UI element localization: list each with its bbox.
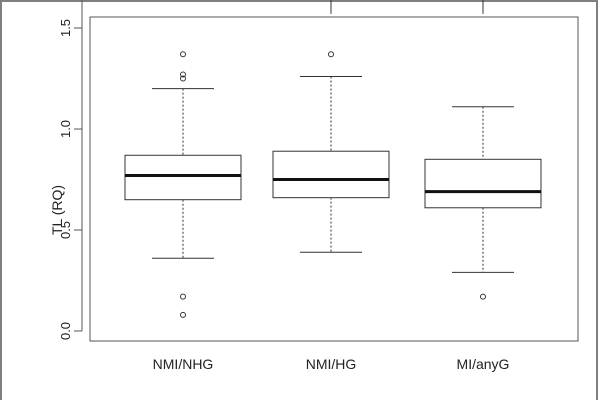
boxes-group [124, 51, 542, 318]
x-tick-label: NMI/HG [306, 356, 357, 372]
comparison-bracket-2: P = 3.0 × 10−2 [330, 0, 484, 14]
bracket-line [330, 0, 484, 14]
outlier-point [180, 75, 186, 82]
x-axis-labels: NMI/NHG NMI/HG MI/anyG [153, 356, 510, 372]
y-axis-label: TL (RQ) [49, 185, 65, 235]
y-tick-label: 0.0 [58, 322, 73, 340]
y-tick-label: 1.0 [58, 120, 73, 138]
y-tick-label: 1.5 [58, 19, 73, 37]
outlier-point [180, 71, 186, 78]
outlier-point [180, 51, 186, 58]
y-axis: 0.00.51.01.52.02.5 [58, 0, 83, 340]
x-tick-label: NMI/NHG [153, 356, 214, 372]
significance-brackets: P = 4.0 × 10−2P = 3.0 × 10−2 [330, 0, 484, 14]
iqr-box [124, 154, 242, 201]
outlier-point [480, 293, 486, 300]
box-2 [272, 51, 390, 253]
iqr-box [424, 158, 542, 209]
box-3 [424, 106, 542, 300]
outlier-point [180, 311, 186, 318]
outlier-point [328, 51, 334, 58]
box-1 [124, 51, 242, 318]
plot-area [89, 16, 579, 342]
iqr-box [272, 150, 390, 199]
x-tick-label: MI/anyG [457, 356, 510, 372]
outlier-point [180, 293, 186, 300]
y-tick-label: 0.5 [58, 221, 73, 239]
